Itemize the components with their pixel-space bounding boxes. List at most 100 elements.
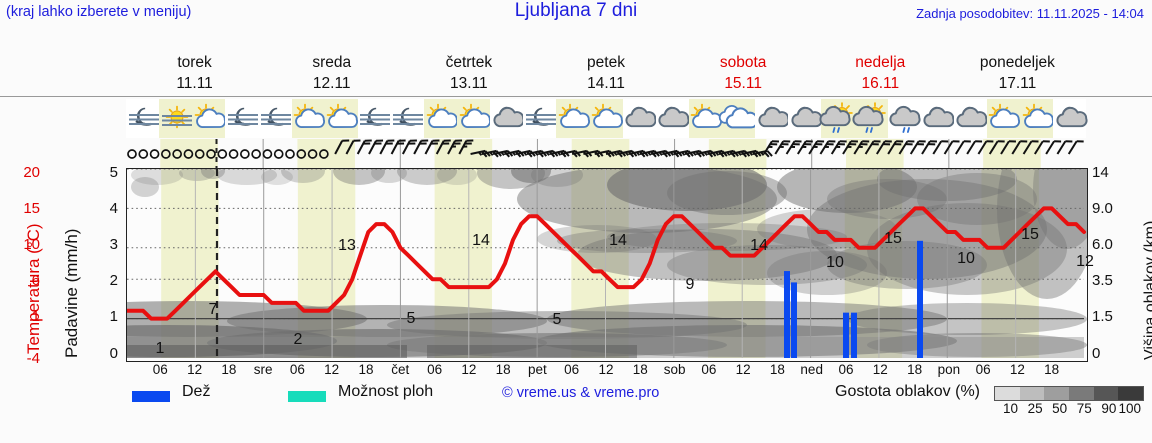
meteogram-plot[interactable] [126, 168, 1088, 362]
cloud-density-tick-4: 90 [1101, 401, 1117, 416]
temperature-value-label: 13 [338, 237, 356, 254]
precip-tick-1: 1 [109, 308, 118, 325]
weather-icon-cell-11 [490, 99, 525, 138]
x-tick-3: sre [253, 362, 273, 377]
rain-legend-label: Dež [182, 383, 211, 400]
x-tick-12: 06 [564, 362, 580, 377]
day-header-band: torek 11.11 sreda 12.11 četrtek 13.11 petek 14.… [126, 50, 1086, 96]
x-tick-4: 06 [289, 362, 305, 377]
temperature-value-label: 15 [884, 230, 902, 247]
weather-icon-cell-20 [788, 99, 823, 138]
temperature-value-label: 2 [293, 331, 303, 348]
cloud-tick-3p5: 3.5 [1092, 272, 1113, 289]
sun-cloud-icon [557, 103, 590, 134]
weather-icon-cell-15 [622, 99, 657, 138]
sun-cloud-icon [193, 103, 226, 134]
day-header-3: petek 14.11 [537, 50, 674, 96]
chart-legend: Dež Možnost ploh © vreme.us & vreme.pro … [126, 383, 1152, 419]
weather-icon-cell-10 [457, 99, 491, 138]
weather-icon-cell-28 [1053, 99, 1088, 138]
weather-icon-row [126, 99, 1088, 138]
day-date: 13.11 [450, 75, 488, 92]
weather-icon-cell-2 [192, 99, 226, 138]
cloud-height-axis-title: Višina oblakov (km) [1142, 220, 1152, 360]
cloud-density-tick-1: 25 [1027, 401, 1043, 416]
cloud-density-colorbar [994, 386, 1144, 401]
sun-cloud-icon [590, 103, 624, 134]
cloud-tick-9: 9.0 [1092, 200, 1113, 217]
x-tick-11: pet [528, 362, 547, 377]
day-date: 15.11 [724, 75, 762, 92]
x-tick-15: sob [663, 362, 686, 377]
sun-cloud-rain-icon [852, 101, 887, 134]
moon-cloud-fog-icon [358, 104, 391, 134]
x-axis-ticks: 06 12 18 sre 06 12 18 čet 06 12 18 pet 06 12 18 sob 06 12… [126, 362, 1086, 380]
x-tick-14: 18 [632, 362, 648, 377]
weather-icon-cell-21 [819, 99, 855, 138]
day-header-2: četrtek 13.11 [400, 50, 537, 96]
x-tick-7: čet [391, 362, 410, 377]
credit-link[interactable]: © vreme.us & vreme.pro [502, 385, 660, 401]
weather-icon-cell-8 [390, 99, 424, 138]
cloud-density-step-1 [1019, 387, 1045, 400]
temp-tick-10: 10 [23, 236, 40, 253]
moon-cloud-icon [656, 104, 690, 134]
precip-tick-3: 3 [109, 236, 118, 253]
temperature-value-label: 15 [1021, 226, 1039, 243]
moon-cloud-icon [789, 104, 823, 134]
moon-cloud-rain-icon [888, 104, 921, 134]
moon-cloud-fog-icon [391, 104, 424, 134]
x-tick-1: 12 [187, 362, 203, 377]
weather-icon-cell-25 [953, 99, 988, 138]
temperature-value-label: 14 [472, 232, 490, 249]
showers-legend-label: Možnost ploh [338, 383, 434, 400]
weather-icon-cell-6 [324, 99, 359, 138]
temp-tick-20: 20 [23, 164, 40, 181]
weather-icon-cell-17 [688, 99, 723, 138]
cloud-density-tick-3: 75 [1076, 401, 1092, 416]
day-name: sreda [312, 54, 352, 71]
header-divider [0, 96, 1152, 97]
weather-icon-cell-12 [523, 99, 557, 138]
location-menu-note[interactable]: (kraj lahko izberete v meniju) [6, 4, 192, 20]
rain-legend-swatch [132, 391, 170, 402]
x-tick-9: 12 [461, 362, 477, 377]
temperature-value-label: 1 [155, 340, 165, 357]
precipitation-axis: Padavine (mm/h) 5 4 3 2 1 0 [46, 164, 122, 362]
cloud-density-step-4 [1093, 387, 1119, 400]
day-date: 11.11 [176, 75, 213, 92]
cloud-overcast-icon [718, 104, 758, 134]
day-date: 12.11 [312, 75, 351, 92]
day-name: četrtek [445, 54, 493, 71]
weather-icon-cell-19 [755, 99, 790, 138]
cloud-density-tick-5: 100 [1118, 401, 1141, 416]
weather-icon-cell-5 [291, 99, 326, 138]
x-tick-8: 06 [427, 362, 443, 377]
day-name: sobota [719, 54, 767, 71]
weather-icon-cell-16 [655, 99, 690, 138]
sun-fog-icon [160, 104, 192, 134]
moon-cloud-icon [623, 104, 657, 134]
cloud-tick-1p5: 1.5 [1092, 308, 1113, 325]
weather-icon-cell-0 [126, 99, 160, 138]
day-header-4: sobota 15.11 [675, 50, 812, 96]
moon-cloud-icon [954, 104, 988, 134]
x-tick-25: 12 [1009, 362, 1025, 377]
temp-tick-15: 15 [23, 200, 40, 217]
cloud-density-step-5 [1118, 387, 1144, 400]
cloud-density-step-3 [1069, 387, 1094, 400]
cloud-tick-0: 0 [1092, 345, 1101, 362]
day-date: 16.11 [861, 75, 900, 92]
x-tick-21: 12 [872, 362, 888, 377]
temperature-value-label: 12 [1076, 253, 1094, 270]
moon-cloud-icon [921, 104, 955, 134]
temperature-value-label: 5 [406, 310, 416, 327]
cloud-density-tick-0: 10 [1002, 401, 1018, 416]
weather-icon-cell-24 [920, 99, 955, 138]
x-tick-0: 06 [152, 362, 168, 377]
temp-tick-m4: -4 [26, 350, 40, 367]
last-updated-label: Zadnja posodobitev: 11.11.2025 - 14:04 [916, 6, 1144, 21]
cloud-density-tick-2: 50 [1052, 401, 1068, 416]
cloud-density-step-0 [995, 387, 1020, 400]
weather-icon-cell-18 [718, 99, 758, 138]
